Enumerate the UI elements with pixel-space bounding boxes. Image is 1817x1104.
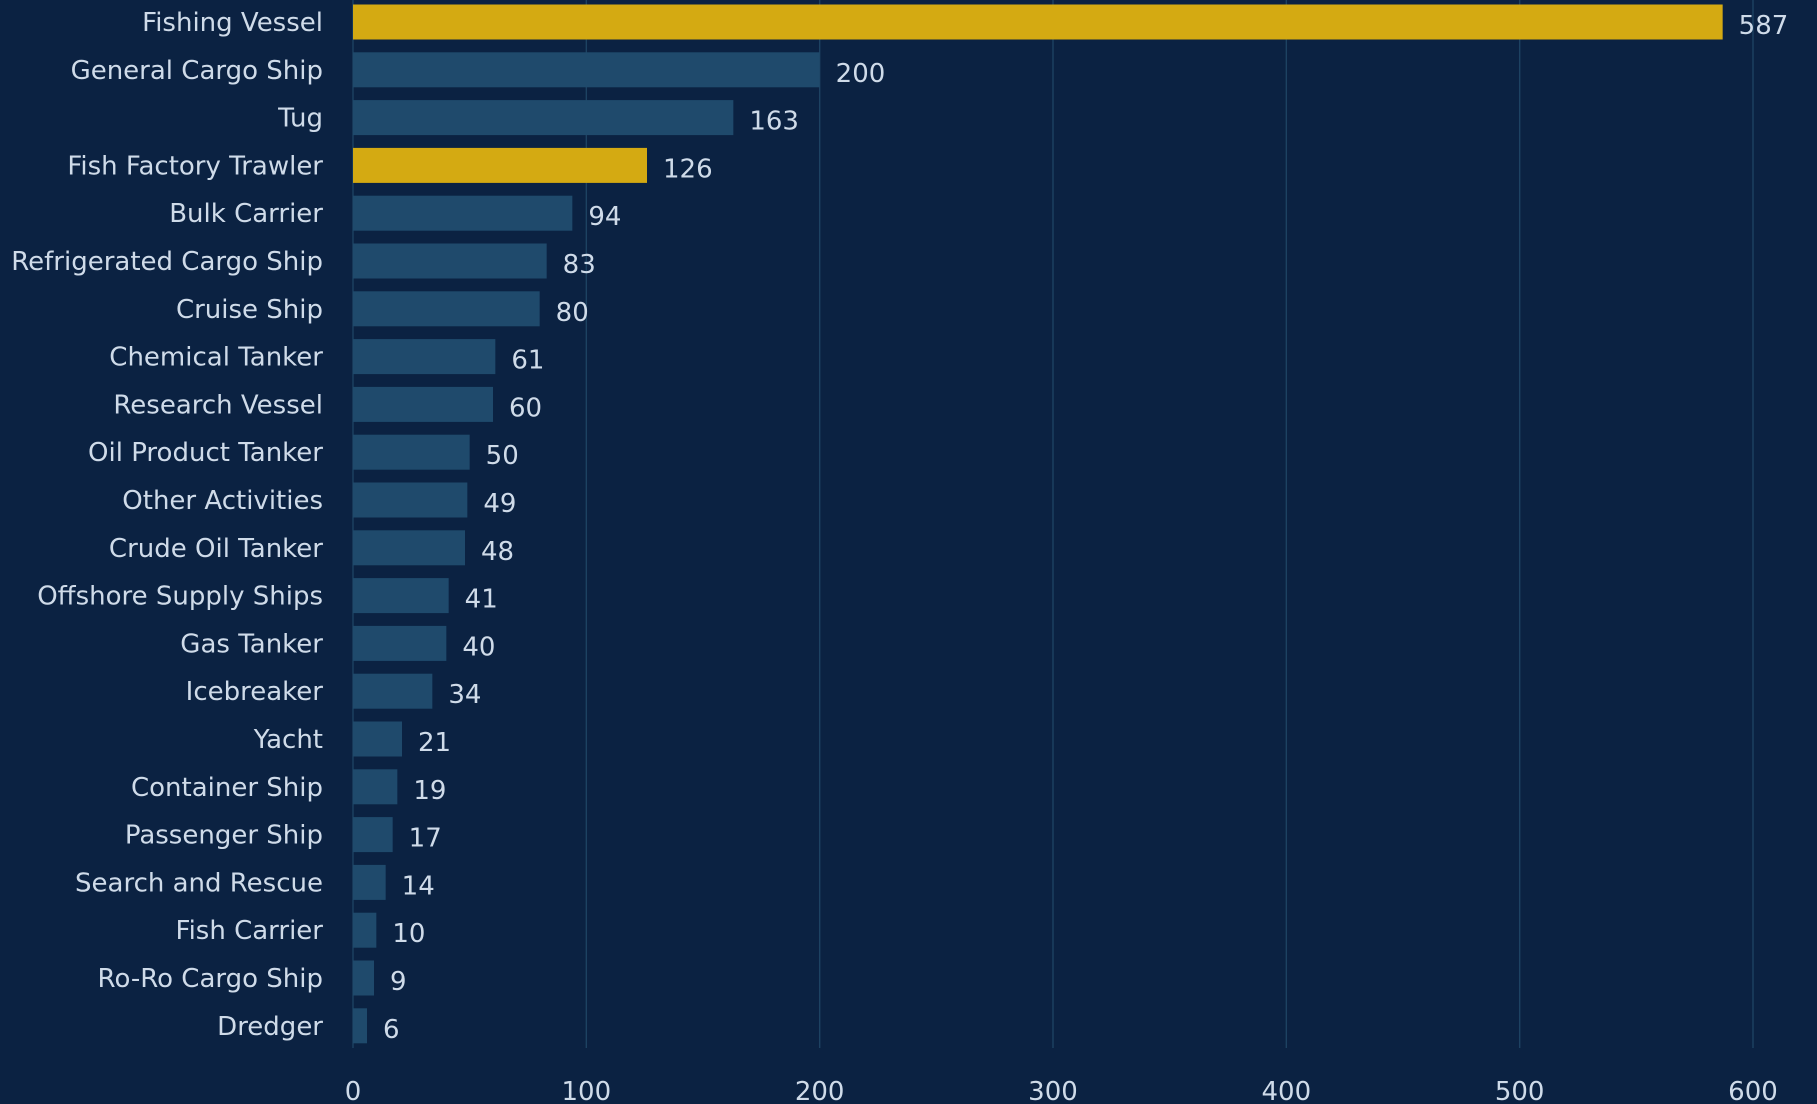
category-label: Fishing Vessel: [142, 8, 323, 38]
bar: [353, 4, 1723, 40]
value-label: 41: [465, 585, 498, 615]
value-label: 14: [402, 871, 435, 901]
value-label: 6: [383, 1015, 400, 1045]
category-label: Oil Product Tanker: [88, 438, 323, 468]
category-label: Chemical Tanker: [109, 343, 323, 373]
bar: [353, 673, 433, 709]
category-label: Gas Tanker: [180, 629, 323, 659]
value-label: 126: [663, 154, 713, 184]
bar: [353, 769, 398, 805]
value-label: 48: [481, 537, 514, 567]
value-label: 9: [390, 967, 407, 997]
bar: [353, 482, 468, 518]
x-tick-label: 600: [1728, 1077, 1778, 1104]
value-label: 17: [409, 824, 442, 854]
value-label: 94: [588, 202, 621, 232]
value-label: 61: [511, 346, 544, 376]
value-label: 163: [749, 107, 799, 137]
label-layer: 0 100 200 300 400 500 600 Fishing Vessel 587 Gene…: [11, 8, 1788, 1104]
category-label: Dredger: [217, 1012, 323, 1042]
bar: [353, 1008, 367, 1044]
category-label: Fish Carrier: [176, 916, 324, 946]
bar: [353, 578, 449, 614]
bar: [353, 243, 547, 279]
bar: [353, 100, 734, 136]
category-label: Search and Rescue: [75, 868, 323, 898]
category-label: Yacht: [253, 725, 323, 755]
category-label: Research Vessel: [113, 390, 323, 420]
bar-layer: [353, 4, 1723, 1044]
x-tick-label: 500: [1495, 1077, 1545, 1104]
value-label: 83: [563, 250, 596, 280]
category-label: Tug: [277, 104, 323, 134]
value-label: 21: [418, 728, 451, 758]
category-label: Container Ship: [131, 773, 323, 803]
x-tick-label: 200: [795, 1077, 845, 1104]
value-label: 80: [556, 298, 589, 328]
bar: [353, 434, 470, 470]
value-label: 50: [486, 441, 519, 471]
category-label: Ro-Ro Cargo Ship: [98, 964, 323, 994]
value-label: 587: [1739, 11, 1789, 41]
bar: [353, 291, 540, 327]
category-label: Icebreaker: [186, 677, 324, 707]
category-label: General Cargo Ship: [71, 56, 323, 86]
category-label: Crude Oil Tanker: [109, 534, 323, 564]
category-label: Bulk Carrier: [169, 199, 323, 229]
category-label: Other Activities: [122, 486, 323, 516]
value-label: 19: [413, 776, 446, 806]
bar: [353, 530, 465, 566]
category-label: Offshore Supply Ships: [37, 582, 323, 612]
bar: [353, 864, 386, 900]
category-label: Passenger Ship: [125, 821, 323, 851]
value-label: 10: [392, 919, 425, 949]
x-tick-label: 300: [1028, 1077, 1078, 1104]
bar: [353, 52, 820, 88]
bar: [353, 721, 402, 757]
bar: [353, 912, 377, 948]
value-label: 40: [462, 632, 495, 662]
bar: [353, 960, 374, 996]
x-tick-label: 100: [562, 1077, 612, 1104]
value-label: 60: [509, 393, 542, 423]
category-label: Fish Factory Trawler: [67, 151, 323, 181]
bar: [353, 625, 447, 661]
bar: [353, 147, 647, 183]
x-tick-label: 0: [345, 1077, 362, 1104]
value-label: 200: [836, 59, 886, 89]
value-label: 34: [448, 680, 481, 710]
bar: [353, 386, 493, 422]
value-label: 49: [483, 489, 516, 519]
bar: [353, 817, 393, 853]
category-label: Refrigerated Cargo Ship: [11, 247, 323, 277]
bar: [353, 339, 496, 375]
x-tick-label: 400: [1262, 1077, 1312, 1104]
bar: [353, 195, 573, 231]
category-label: Cruise Ship: [176, 295, 323, 325]
